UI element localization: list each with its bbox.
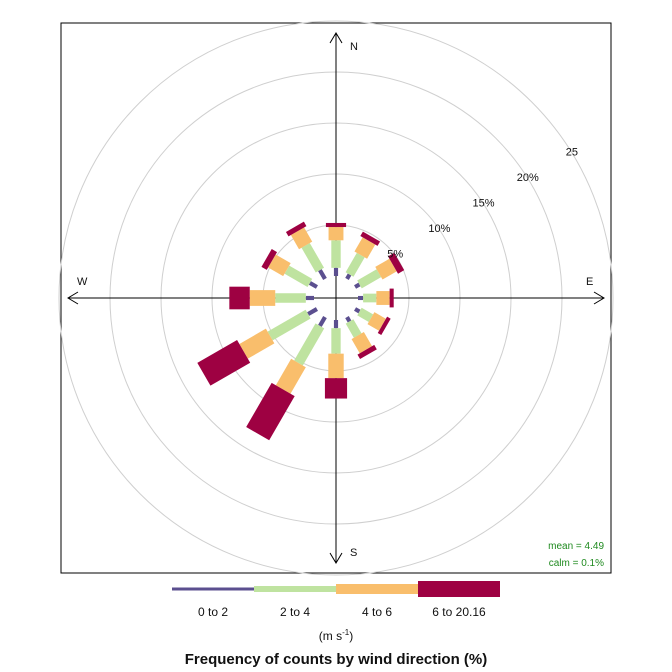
legend-label-0: 0 to 2: [198, 605, 228, 619]
bar-270deg-4-to-6: [249, 290, 276, 306]
grid-ring-25: [58, 20, 614, 576]
bar-330deg-4-to-6: [290, 227, 313, 250]
ring-label-10: 10%: [428, 223, 450, 235]
bar-90deg-4-to-6: [376, 291, 390, 305]
bar-30deg-0-to-2: [345, 273, 352, 280]
bar-30deg-6-to-20_16: [360, 231, 381, 246]
bar-30deg-2-to-4: [345, 252, 365, 277]
bar-210deg-0-to-2: [318, 316, 327, 327]
calm-stat: calm = 0.1%: [549, 558, 604, 569]
bar-150deg-4-to-6: [351, 332, 373, 354]
bar-330deg-6-to-20_16: [285, 221, 307, 237]
bar-210deg-6-to-20_16: [246, 382, 295, 441]
compass-axes: [67, 32, 605, 564]
bar-120deg-2-to-4: [357, 307, 374, 322]
mean-stat: mean = 4.49: [548, 541, 604, 552]
bar-60deg-2-to-4: [357, 269, 382, 289]
bar-210deg-2-to-4: [294, 323, 325, 366]
bar-90deg-2-to-4: [363, 293, 377, 303]
west-arrowhead: [67, 291, 79, 305]
bar-300deg-0-to-2: [308, 281, 318, 289]
ring-label-25: 25: [566, 147, 578, 159]
bar-120deg-4-to-6: [367, 312, 386, 331]
bar-0deg-2-to-4: [331, 240, 341, 268]
north-arrowhead: [329, 32, 343, 44]
bar-240deg-2-to-4: [267, 309, 311, 341]
south-arrowhead: [329, 552, 343, 564]
legend-swatch-0: [172, 587, 254, 591]
ring-label-15: 15%: [473, 198, 495, 210]
legend-label-1: 2 to 4: [280, 605, 310, 619]
bar-0deg-6-to-20_16: [325, 222, 347, 228]
bar-270deg-6-to-20_16: [229, 286, 250, 310]
east-arrowhead: [593, 291, 605, 305]
legend-swatch-1: [254, 586, 336, 592]
speed-legend: 0 to 2 2 to 4 4 to 6 6 to 20.16: [172, 581, 500, 619]
compass-label-south: S: [350, 547, 357, 559]
ring-label-20: 20%: [517, 172, 539, 184]
panel-border: [60, 22, 612, 574]
ring-label-5: 5%: [387, 249, 403, 261]
bar-240deg-4-to-6: [239, 328, 275, 359]
units-close: ): [349, 629, 353, 643]
legend-swatch-2: [336, 584, 418, 594]
legend-label-2: 4 to 6: [362, 605, 392, 619]
bar-150deg-0-to-2: [345, 316, 352, 323]
bar-90deg-6-to-20_16: [389, 288, 394, 308]
units-label: (m s-1): [319, 628, 353, 643]
bar-270deg-0-to-2: [305, 295, 314, 301]
legend-label-3: 6 to 20.16: [432, 605, 486, 619]
bar-90deg-0-to-2: [358, 295, 364, 301]
bar-60deg-4-to-6: [375, 258, 397, 280]
ring-labels: 5% 10% 15% 20% 25: [387, 147, 578, 261]
bar-30deg-4-to-6: [354, 237, 376, 259]
compass-label-east: E: [586, 276, 593, 288]
units-base: (m s: [319, 629, 342, 643]
bar-240deg-0-to-2: [307, 307, 318, 316]
bar-0deg-4-to-6: [328, 227, 344, 241]
bar-300deg-6-to-20_16: [261, 249, 278, 270]
bar-180deg-6-to-20_16: [324, 378, 348, 399]
units-exponent: -1: [342, 628, 350, 637]
bar-120deg-6-to-20_16: [377, 316, 391, 335]
bar-150deg-6-to-20_16: [357, 344, 377, 359]
bar-180deg-0-to-2: [333, 320, 339, 329]
bar-180deg-4-to-6: [328, 353, 344, 379]
bar-300deg-2-to-4: [284, 265, 313, 287]
legend-swatch-3: [418, 581, 500, 597]
compass-label-west: W: [77, 276, 88, 288]
bar-180deg-2-to-4: [331, 328, 341, 354]
bar-0deg-0-to-2: [333, 267, 339, 276]
bar-150deg-2-to-4: [345, 319, 362, 338]
bar-120deg-0-to-2: [354, 307, 361, 314]
bar-300deg-4-to-6: [268, 254, 291, 277]
wind-bars: [197, 221, 405, 441]
bar-270deg-2-to-4: [275, 293, 306, 303]
bar-210deg-4-to-6: [275, 358, 306, 394]
bar-240deg-6-to-20_16: [197, 339, 251, 386]
bar-330deg-0-to-2: [318, 269, 327, 280]
compass-label-north: N: [350, 41, 358, 53]
bar-60deg-6-to-20_16: [388, 252, 405, 274]
bar-60deg-0-to-2: [354, 282, 361, 289]
bar-330deg-2-to-4: [301, 243, 325, 273]
chart-title: Frequency of counts by wind direction (%…: [185, 651, 488, 668]
